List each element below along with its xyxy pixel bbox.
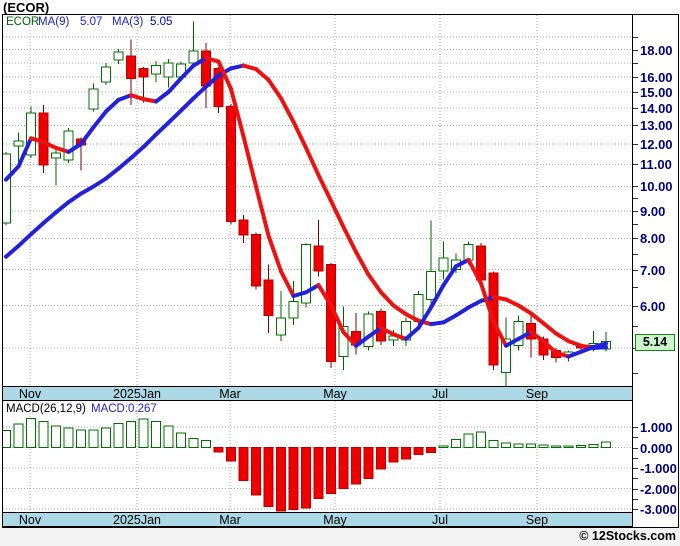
axis-tick bbox=[633, 77, 638, 78]
price-axis-label: 12.00 bbox=[640, 137, 673, 152]
axis-tick bbox=[633, 37, 638, 38]
axis-tick bbox=[633, 458, 638, 459]
axis-tick bbox=[633, 125, 638, 126]
macd-axis-label: 0.000 bbox=[640, 441, 673, 456]
macd-label: MACD(26,12,9) bbox=[6, 403, 86, 415]
x-axis-label: May bbox=[323, 387, 347, 401]
chart-legend: ECOR MA(9) 5.07 MA(3) 5.05 bbox=[3, 16, 632, 28]
price-axis-label: 8.00 bbox=[640, 231, 666, 246]
legend-ma3-value: 5.05 bbox=[150, 16, 173, 28]
price-axis-label: 14.00 bbox=[640, 101, 673, 116]
axis-tick bbox=[633, 326, 638, 327]
footer-band: © 12Stocks.com bbox=[0, 528, 680, 546]
axis-tick bbox=[633, 270, 638, 271]
axis-tick bbox=[633, 238, 638, 239]
axis-tick bbox=[633, 427, 638, 428]
axis-tick bbox=[633, 224, 638, 225]
axis-tick bbox=[633, 164, 638, 165]
legend-ma9-label: MA(9) bbox=[38, 16, 70, 28]
legend-ma3-label: MA(3) bbox=[112, 16, 144, 28]
x-axis-strip-bottom: Nov 2025Jan Mar May Jul Sep bbox=[3, 512, 633, 527]
axis-tick bbox=[633, 144, 638, 145]
price-axis-label: 7.00 bbox=[640, 263, 666, 278]
price-axis-label: 11.00 bbox=[640, 157, 672, 172]
x-axis-label: Jul bbox=[432, 387, 448, 401]
x-axis-label: Sep bbox=[525, 387, 549, 401]
axis-tick bbox=[633, 254, 638, 255]
axis-tick bbox=[633, 108, 638, 109]
price-chart-canvas bbox=[3, 15, 632, 386]
axis-tick bbox=[633, 437, 638, 438]
macd-axis-label: -1.000 bbox=[640, 461, 677, 476]
macd-axis-label: 1.000 bbox=[640, 420, 673, 435]
axis-tick bbox=[633, 287, 638, 288]
legend-ma9-value: 5.07 bbox=[80, 16, 103, 28]
x-axis-label: Mar bbox=[219, 513, 241, 527]
axis-tick bbox=[633, 306, 638, 307]
axis-tick bbox=[633, 448, 638, 449]
price-axis-label: 15.00 bbox=[640, 85, 673, 100]
price-axis-label: 16.00 bbox=[640, 70, 673, 85]
price-axis-label: 9.00 bbox=[640, 204, 666, 219]
axis-tick bbox=[633, 468, 638, 469]
axis-tick bbox=[633, 63, 638, 64]
x-axis-label: 2025Jan bbox=[113, 387, 161, 401]
price-axis-label: 13.00 bbox=[640, 118, 673, 133]
x-axis-label: Nov bbox=[18, 513, 42, 527]
axis-tick bbox=[633, 489, 638, 490]
legend-symbol: ECOR bbox=[6, 16, 40, 28]
macd-axis-label: -3.000 bbox=[640, 502, 677, 517]
x-axis-label: Sep bbox=[525, 513, 549, 527]
axis-tick bbox=[633, 186, 638, 187]
x-axis-label: May bbox=[323, 513, 347, 527]
axis-tick bbox=[633, 50, 638, 51]
macd-chart-canvas bbox=[3, 401, 632, 512]
price-axis-label: 6.00 bbox=[640, 299, 666, 314]
axis-tick bbox=[633, 509, 638, 510]
copyright: © 12Stocks.com bbox=[579, 529, 676, 543]
price-axis-label: 10.00 bbox=[640, 179, 673, 194]
x-axis-label: Jul bbox=[432, 513, 448, 527]
axis-tick bbox=[633, 373, 638, 374]
x-axis-strip-top: Nov 2025Jan Mar May Jul Sep bbox=[3, 386, 633, 401]
last-price-badge: 5.14 bbox=[635, 334, 675, 351]
x-axis-label: 2025Jan bbox=[113, 513, 161, 527]
axis-tick bbox=[633, 499, 638, 500]
price-axis: 18.00 16.00 15.00 14.00 13.00 12.00 11.00 10.00… bbox=[632, 15, 678, 527]
axis-tick bbox=[633, 478, 638, 479]
macd-axis-label: -2.000 bbox=[640, 482, 677, 497]
macd-value: MACD:0.267 bbox=[91, 403, 157, 415]
chart-frame: ECOR MA(9) 5.07 MA(3) 5.05 Nov 2025Jan Mar… bbox=[2, 14, 679, 528]
axis-tick bbox=[633, 92, 638, 93]
x-axis-label: Nov bbox=[18, 387, 42, 401]
page-title: (ECOR) bbox=[3, 0, 50, 15]
axis-tick bbox=[633, 211, 638, 212]
price-axis-label: 18.00 bbox=[640, 43, 673, 58]
axis-tick bbox=[633, 198, 638, 199]
x-axis-label: Mar bbox=[219, 387, 241, 401]
